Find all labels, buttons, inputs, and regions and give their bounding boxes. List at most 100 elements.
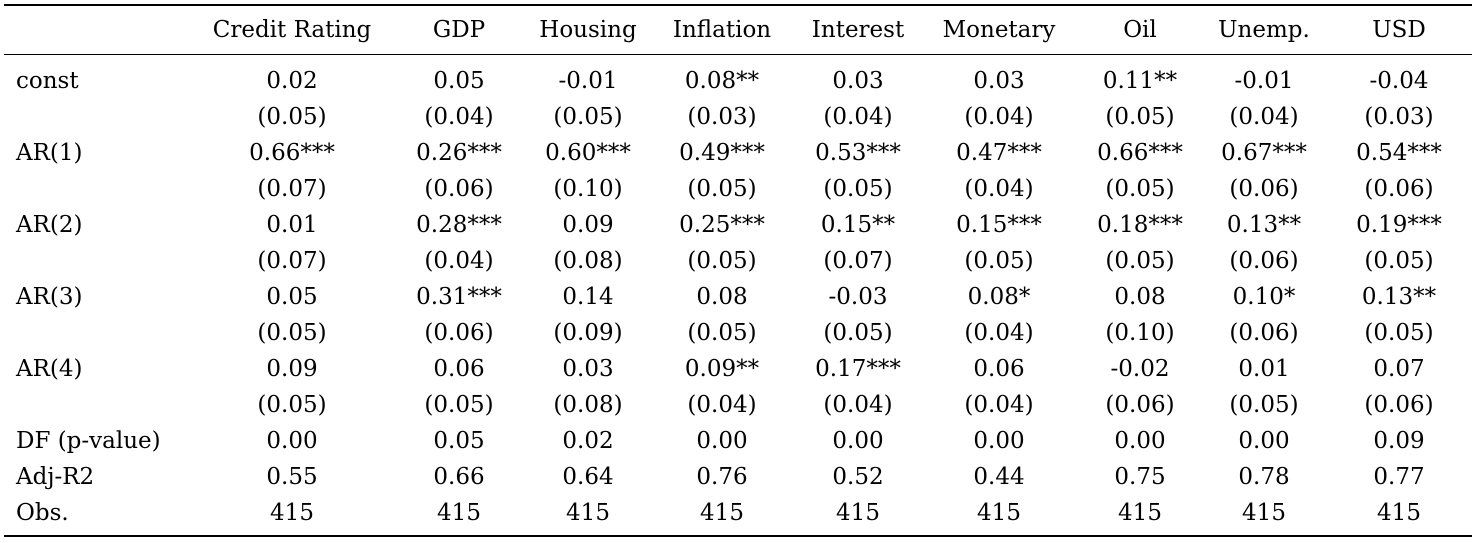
table-cell: (0.03) — [687, 104, 757, 130]
table-cell: 0.25*** — [679, 212, 765, 238]
table-cell: 0.66*** — [1097, 140, 1183, 166]
row-label: Obs. — [16, 500, 69, 526]
table-cell: 0.00 — [266, 428, 318, 454]
table-cell: 0.00 — [973, 428, 1025, 454]
table-cell: (0.06) — [1364, 176, 1434, 202]
table-cell: (0.08) — [553, 248, 623, 274]
table-cell: -0.01 — [558, 68, 618, 94]
table-cell: (0.04) — [823, 392, 893, 418]
table-cell: 0.19*** — [1356, 212, 1442, 238]
row-label — [4, 243, 194, 279]
table-cell: 0.15*** — [956, 212, 1042, 238]
table-row: AR(4) 0.09 0.06 0.03 0.09** 0.17*** 0.06 -0.02 0… — [4, 351, 1472, 387]
table-row: (0.07) (0.06) (0.10) (0.05) (0.05) (0.04) (0.0… — [4, 171, 1472, 207]
table-cell: (0.06) — [424, 176, 494, 202]
column-header-inflation: Inflation — [648, 5, 796, 55]
column-header-credit-rating: Credit Rating — [194, 5, 390, 55]
table-cell: 0.05 — [433, 428, 485, 454]
column-header-usd: USD — [1326, 5, 1472, 55]
row-label — [4, 99, 194, 135]
table-cell: (0.05) — [257, 392, 327, 418]
table-cell: 0.02 — [562, 428, 614, 454]
table-cell: 0.14 — [562, 284, 614, 310]
row-label — [4, 171, 194, 207]
table-cell: 0.66 — [433, 464, 485, 490]
row-label: DF (p-value) — [16, 428, 161, 454]
table-cell: (0.04) — [687, 392, 757, 418]
table-cell: (0.04) — [964, 320, 1034, 346]
header-row: Credit Rating GDP Housing Inflation Inte… — [4, 5, 1472, 55]
table-cell: 415 — [566, 500, 610, 526]
table-cell: (0.06) — [1364, 392, 1434, 418]
table-cell: (0.04) — [823, 104, 893, 130]
table-cell: (0.05) — [1105, 248, 1175, 274]
table-cell: 0.06 — [433, 356, 485, 382]
table-row: const 0.02 0.05 -0.01 0.08** 0.03 0.03 0.11** -0… — [4, 55, 1472, 100]
table-cell: (0.04) — [424, 104, 494, 130]
table-cell: (0.04) — [964, 176, 1034, 202]
table-cell: 0.02 — [266, 68, 318, 94]
table-cell: (0.05) — [964, 248, 1034, 274]
table-cell: 0.54*** — [1356, 140, 1442, 166]
table-cell: 0.08 — [1114, 284, 1166, 310]
column-header-oil: Oil — [1078, 5, 1202, 55]
table-cell: 0.78 — [1238, 464, 1290, 490]
table-row: (0.07) (0.04) (0.08) (0.05) (0.07) (0.05) (0.0… — [4, 243, 1472, 279]
table-cell: (0.05) — [1364, 248, 1434, 274]
table-cell: (0.05) — [687, 320, 757, 346]
table-row: AR(3) 0.05 0.31*** 0.14 0.08 -0.03 0.08* 0.08 0.… — [4, 279, 1472, 315]
table-cell: (0.10) — [1105, 320, 1175, 346]
table-cell: (0.05) — [1105, 104, 1175, 130]
table-cell: (0.09) — [553, 320, 623, 346]
column-header-housing: Housing — [528, 5, 648, 55]
table-cell: 0.03 — [562, 356, 614, 382]
table-cell: 0.76 — [696, 464, 748, 490]
table-cell: (0.05) — [1229, 392, 1299, 418]
table-cell: (0.06) — [1229, 176, 1299, 202]
table-row: (0.05) (0.04) (0.05) (0.03) (0.04) (0.04) (0.0… — [4, 99, 1472, 135]
table-cell: 415 — [437, 500, 481, 526]
table-cell: 0.53*** — [815, 140, 901, 166]
table-cell: 0.09 — [1373, 428, 1425, 454]
table-cell: 0.31*** — [416, 284, 502, 310]
table-cell: 415 — [270, 500, 314, 526]
table-cell: 0.08 — [696, 284, 748, 310]
table-cell: 0.06 — [973, 356, 1025, 382]
row-label: AR(4) — [16, 356, 83, 382]
table-cell: 0.75 — [1114, 464, 1166, 490]
table-cell: (0.07) — [257, 176, 327, 202]
table-cell: 0.52 — [832, 464, 884, 490]
table-cell: (0.05) — [1105, 176, 1175, 202]
table-cell: 0.26*** — [416, 140, 502, 166]
table-cell: 0.09 — [562, 212, 614, 238]
column-header-gdp: GDP — [390, 5, 528, 55]
table-row: AR(1) 0.66*** 0.26*** 0.60*** 0.49*** 0.53***… — [4, 135, 1472, 171]
table-cell: -0.01 — [1234, 68, 1294, 94]
table-cell: (0.03) — [1364, 104, 1434, 130]
table-cell: (0.05) — [1364, 320, 1434, 346]
table-cell: 0.11** — [1102, 68, 1178, 94]
table-body: const 0.02 0.05 -0.01 0.08** 0.03 0.03 0.11** -0… — [4, 55, 1472, 537]
table-cell: 0.00 — [696, 428, 748, 454]
table-cell: 0.17*** — [815, 356, 901, 382]
table-cell: 0.13** — [1226, 212, 1302, 238]
table-cell: (0.05) — [823, 320, 893, 346]
table-cell: (0.06) — [1229, 248, 1299, 274]
regression-results-table: Credit Rating GDP Housing Inflation Inte… — [4, 4, 1472, 537]
table-cell: 415 — [1118, 500, 1162, 526]
row-label — [4, 387, 194, 423]
table-cell: (0.04) — [964, 104, 1034, 130]
table-cell: -0.04 — [1369, 68, 1429, 94]
table-cell: 0.44 — [973, 464, 1025, 490]
table-cell: (0.05) — [687, 176, 757, 202]
table-cell: 0.13** — [1361, 284, 1437, 310]
table-cell: 0.03 — [973, 68, 1025, 94]
table-row: AR(2) 0.01 0.28*** 0.09 0.25*** 0.15** 0.15***… — [4, 207, 1472, 243]
table-cell: 0.64 — [562, 464, 614, 490]
table-cell: 0.10* — [1232, 284, 1296, 310]
row-label: Adj-R2 — [16, 464, 95, 490]
table-cell: 0.28*** — [416, 212, 502, 238]
table-cell: (0.06) — [1229, 320, 1299, 346]
table-cell: (0.05) — [424, 392, 494, 418]
